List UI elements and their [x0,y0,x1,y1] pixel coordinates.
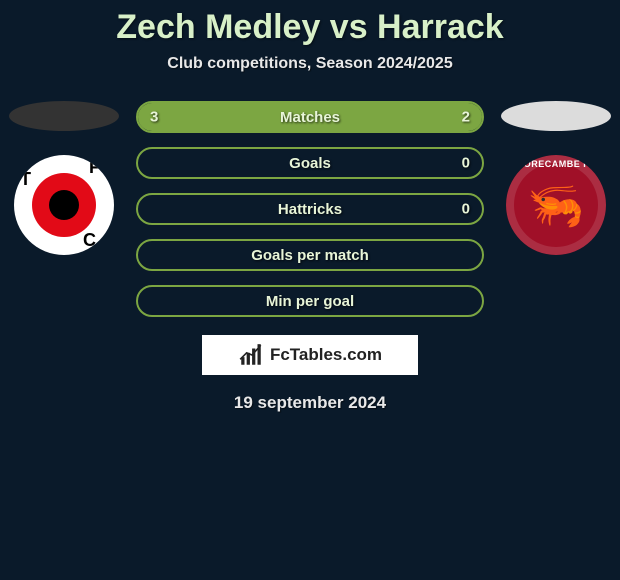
stat-label: Min per goal [266,293,354,310]
date-text: 19 september 2024 [0,393,620,413]
stat-bars: 3 2 Matches 0 Goals 0 Hattricks Goals per match… [136,101,484,317]
badge-letter: F [89,157,100,178]
chart-icon [238,342,264,368]
stat-value-right: 0 [462,155,470,172]
badge-letter: C [83,230,96,251]
stat-value-right: 0 [462,201,470,218]
comparison-card: Zech Medley vs Harrack Club competitions… [0,0,620,413]
stat-label: Goals per match [251,247,369,264]
right-column: MORECAMBE FC 🦐 [496,101,616,255]
team-badge-right: MORECAMBE FC 🦐 [506,155,606,255]
brand-badge: FcTables.com [202,335,418,375]
stat-label: Matches [280,109,340,126]
stat-row: Goals per match [136,239,484,271]
brand-text: FcTables.com [270,345,382,365]
page-title: Zech Medley vs Harrack [0,8,620,47]
stat-value-left: 3 [150,109,158,126]
stat-label: Hattricks [278,201,342,218]
stat-row: Min per goal [136,285,484,317]
badge-letter: T [20,169,31,190]
player-photo-placeholder-right [501,101,611,131]
content-row: F T C 3 2 Matches 0 Goals 0 Hattricks Goals per… [0,101,620,317]
stat-row: 0 Hattricks [136,193,484,225]
stat-row: 3 2 Matches [136,101,484,133]
stat-row: 0 Goals [136,147,484,179]
player-photo-placeholder-left [9,101,119,131]
left-column: F T C [4,101,124,255]
stat-value-right: 2 [462,109,470,126]
stat-label: Goals [289,155,331,172]
subtitle: Club competitions, Season 2024/2025 [0,55,620,73]
team-badge-left: F T C [14,155,114,255]
badge-text: MORECAMBE FC [506,159,606,169]
